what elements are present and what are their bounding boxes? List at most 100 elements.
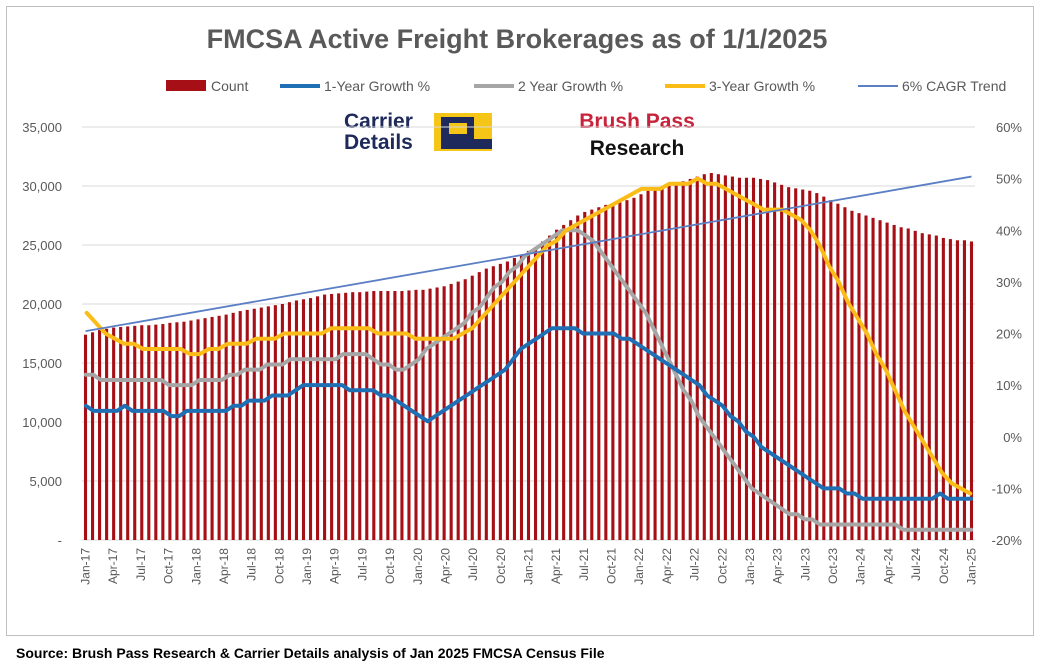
count-bar (857, 213, 861, 540)
x-axis-ticks: Jan-17 Apr-17 Jul-17 Oct-17 Jan-18 Apr-18 Jul-… (79, 548, 979, 585)
count-bar (548, 235, 552, 540)
count-bar (400, 291, 404, 540)
source-note: Source: Brush Pass Research & Carrier De… (16, 645, 605, 661)
count-bar (533, 247, 538, 541)
legend-label: 2 Year Growth % (518, 78, 623, 94)
count-bar (794, 188, 798, 541)
count-bar (843, 207, 847, 541)
count-bar (751, 177, 756, 541)
series-lines (83, 175, 974, 532)
count-bar (780, 184, 784, 540)
count-bar (864, 215, 868, 540)
count-bar (723, 175, 727, 540)
count-bar (175, 322, 179, 540)
right-tick-label: -20% (992, 533, 1023, 548)
count-bar (294, 300, 299, 540)
brush-logo-line2: Research (590, 137, 685, 160)
count-bar (259, 307, 263, 540)
count-bar (519, 254, 524, 540)
count-bar (681, 181, 685, 540)
carrier-logo-mark-base (441, 139, 492, 149)
left-tick-label: 15,000 (22, 356, 62, 371)
left-axis-ticks: - 5,000 10,000 15,000 20,000 25,000 30,000 35,0… (22, 120, 62, 548)
x-tick-label: Oct-17 (162, 548, 176, 584)
legend-label: Count (211, 78, 248, 94)
count-bar (266, 306, 270, 540)
count-bar (337, 293, 341, 540)
left-tick-label: 20,000 (22, 297, 62, 312)
x-tick-label: Jan-17 (79, 548, 93, 585)
right-tick-label: 0% (1003, 430, 1022, 445)
count-bar (470, 275, 474, 540)
x-tick-label: Apr-24 (881, 548, 895, 584)
count-bar (140, 325, 144, 540)
x-tick-label: Apr-17 (106, 548, 120, 584)
x-tick-label: Jan-24 (854, 548, 868, 585)
carrier-details-logo: Carrier Details (344, 110, 492, 154)
count-bar (892, 224, 896, 540)
x-tick-label: Oct-24 (937, 548, 951, 584)
count-bar (365, 291, 369, 540)
right-tick-label: 10% (996, 378, 1022, 393)
count-bar (189, 320, 193, 540)
count-bar (203, 318, 207, 540)
count-bar (597, 207, 601, 541)
count-bar (344, 292, 348, 540)
count-bar (702, 174, 706, 540)
carrier-logo-line2: Details (344, 131, 413, 154)
carrier-logo-mark-icon (434, 113, 492, 151)
count-bar (224, 314, 228, 540)
count-bar (463, 279, 467, 540)
count-bar (512, 257, 516, 540)
count-bar (301, 299, 306, 540)
count-bar (133, 325, 137, 540)
count-bar (442, 286, 446, 540)
brush-logo-line1: Brush Pass (579, 110, 695, 133)
count-bar (955, 240, 959, 540)
x-tick-label: Jan-18 (189, 548, 203, 585)
count-bar (920, 233, 924, 540)
count-bar (526, 250, 531, 540)
count-bar (737, 177, 741, 541)
x-tick-label: Jan-22 (632, 548, 646, 585)
left-tick-label: 5,000 (29, 474, 62, 489)
count-bar (379, 291, 383, 540)
count-bar (836, 203, 840, 540)
right-tick-label: 60% (996, 120, 1022, 135)
x-tick-label: Apr-19 (328, 548, 342, 584)
count-bar (913, 230, 917, 540)
x-tick-label: Jan-23 (743, 548, 757, 585)
count-bar (562, 224, 566, 540)
count-bar (618, 202, 622, 540)
count-bars (83, 173, 974, 541)
x-tick-label: Oct-23 (826, 548, 840, 584)
count-bar (323, 294, 327, 540)
count-bar (386, 291, 390, 540)
count-bar (316, 296, 320, 540)
count-bar (969, 241, 974, 540)
x-tick-label: Apr-20 (438, 548, 452, 584)
x-tick-label: Jan-21 (522, 548, 536, 585)
chart-frame (6, 6, 1034, 636)
count-bar (196, 319, 200, 540)
carrier-logo-mark-window (449, 123, 467, 134)
count-bar (906, 228, 910, 541)
count-bar (351, 292, 355, 540)
x-tick-label: Apr-23 (771, 548, 785, 584)
brush-pass-logo: Brush Pass Research (579, 110, 695, 160)
count-bar (822, 196, 826, 540)
right-tick-label: 40% (996, 223, 1022, 238)
count-bar (590, 209, 594, 540)
count-bar (653, 188, 657, 541)
count-bar (569, 220, 573, 540)
count-bar (477, 272, 481, 540)
count-bar (948, 239, 952, 540)
count-bar (604, 204, 608, 540)
count-bar (421, 289, 425, 540)
left-tick-label: 10,000 (22, 415, 62, 430)
count-bar (168, 322, 172, 540)
legend-label: 3-Year Growth % (709, 78, 815, 94)
count-bar (808, 190, 812, 540)
count-bar (576, 215, 580, 540)
count-bar (962, 240, 966, 540)
